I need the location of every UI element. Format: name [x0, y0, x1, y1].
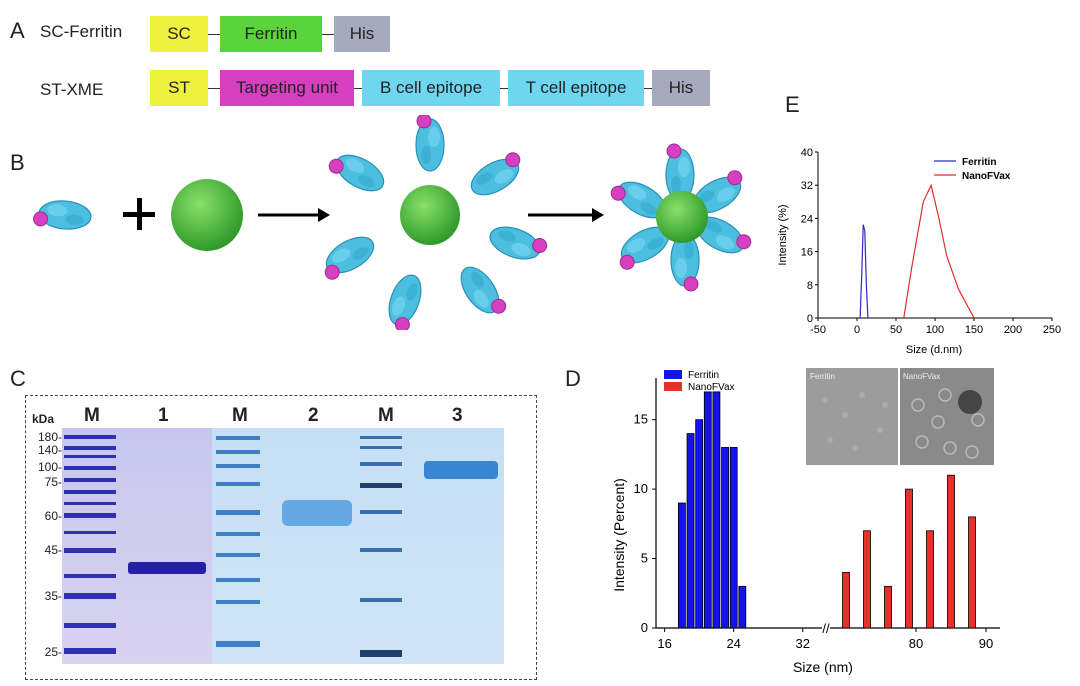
chart-d-bar-nanofvax	[926, 530, 934, 629]
tem-label-ferritin: Ferritin	[810, 372, 835, 381]
chart-e-xtick-label: 0	[854, 324, 860, 336]
panel-label-b: B	[10, 150, 25, 175]
chart-d-bar-ferritin	[695, 419, 704, 629]
chart-d-bar-nanofvax	[842, 572, 850, 629]
chart-d-bar-nanofvax	[968, 516, 976, 629]
panel-label-c: C	[10, 366, 26, 391]
gel1-marker-lane	[64, 435, 116, 654]
chart-d-ytick-label: 15	[634, 412, 648, 427]
chart-d-xtick-label: 16	[657, 636, 671, 651]
chart-d-bar-ferritin	[703, 391, 712, 629]
chart-e-xtick-label: 50	[890, 324, 902, 336]
tem-inset-images: Ferritin NanoFVax	[806, 368, 994, 465]
segment-his-2: His	[652, 70, 710, 106]
segment-t-cell-epitope: T cell epitope	[508, 70, 644, 106]
chart-e-ytick-label: 0	[807, 313, 813, 325]
chart-d-bar-ferritin	[677, 502, 686, 629]
segment-his-1: His	[334, 16, 390, 52]
chart-e-line-nanofvax	[903, 183, 975, 319]
chart-d-axis-break: //	[822, 621, 830, 636]
construct-label-sc-ferritin: SC-Ferritin	[40, 22, 123, 41]
chart-d-bar-nanofvax	[905, 488, 913, 629]
gel2-marker-lane	[216, 436, 260, 647]
chart-e-ytick-label: 8	[807, 280, 813, 292]
panel-label-d: D	[565, 366, 581, 391]
chart-d-ytick-label: 0	[641, 620, 648, 635]
lane-header-m1: M	[84, 405, 100, 426]
arrow-2	[528, 208, 604, 222]
mw-marker-labels: 180- 140- 100- 75- 60- 45- 35- 25-	[37, 430, 62, 659]
legend-e-nanofvax: NanoFVax	[962, 171, 1011, 182]
chart-d-bar-nanofvax	[863, 530, 871, 629]
chart-d-xtick-label: 80	[909, 636, 923, 651]
segment-st: ST	[150, 70, 208, 106]
legend-label-ferritin: Ferritin	[688, 370, 719, 381]
chart-d-xtick-label: 90	[979, 636, 993, 651]
lane-header-m3: M	[378, 405, 394, 426]
chart-d-bar-ferritin	[729, 447, 738, 629]
chart-d-ytick-label: 10	[634, 481, 648, 496]
lane-header-m2: M	[232, 405, 248, 426]
gel2-sample-band	[282, 500, 352, 526]
ferritin-cage	[171, 179, 243, 251]
chart-e-ytick-label: 40	[801, 147, 813, 159]
panel-label-a: A	[10, 18, 25, 43]
chart-d-ylabel: Intensity (Percent)	[611, 478, 627, 592]
lane-header-3: 3	[452, 405, 463, 426]
chart-d-xlabel: Size (nm)	[793, 659, 853, 675]
ferritin-cage-center	[400, 185, 460, 245]
chart-e-ytick-label: 32	[801, 180, 813, 192]
gel1-sample-band	[128, 562, 206, 574]
chart-e-xlabel: Size (d.nm)	[906, 344, 962, 356]
chart-d-bar-ferritin	[738, 585, 747, 629]
legend-label-nanofvax: NanoFVax	[688, 382, 735, 393]
chart-e-xtick-label: -50	[810, 324, 826, 336]
chart-d-xtick-label: 32	[796, 636, 810, 651]
chart-e-ylabel: Intensity (%)	[777, 204, 789, 265]
segment-sc: SC	[150, 16, 208, 52]
legend-swatch-ferritin	[664, 370, 682, 379]
plus-sign	[123, 198, 155, 230]
lane-header-2: 2	[308, 405, 319, 426]
chart-d-bar-nanofvax	[947, 474, 955, 629]
chart-e-xtick-label: 150	[965, 324, 983, 336]
chart-e-ytick-label: 16	[801, 247, 813, 259]
panel-label-e: E	[785, 92, 800, 117]
chart-e-xtick-label: 100	[926, 324, 944, 336]
segment-targeting-unit: Targeting unit	[220, 70, 354, 106]
gel3-sample-band	[424, 461, 498, 479]
lane-header-1: 1	[158, 405, 169, 426]
gel-image	[62, 428, 504, 664]
chart-d-bar-ferritin	[686, 433, 695, 629]
segment-ferritin: Ferritin	[220, 16, 322, 52]
gel-frame	[25, 395, 537, 680]
gel-unit: kDa	[32, 412, 55, 426]
chart-d-bar-ferritin	[721, 447, 729, 629]
chart-d-bar-ferritin	[712, 391, 721, 629]
st-xme-monomer	[32, 197, 93, 232]
chart-e-ytick-label: 24	[801, 213, 813, 225]
chart-d-bar-nanofvax	[884, 585, 892, 629]
chart-d-xtick-label: 24	[726, 636, 740, 651]
tem-label-nanofvax: NanoFVax	[903, 372, 940, 381]
segment-b-cell-epitope: B cell epitope	[362, 70, 500, 106]
arrow-1	[258, 208, 330, 222]
chart-d-ytick-label: 5	[641, 551, 648, 566]
assembly-schematic	[32, 115, 755, 330]
chart-e-xtick-label: 200	[1004, 324, 1022, 336]
legend-e-ferritin: Ferritin	[962, 157, 996, 168]
assembled-nanoparticle	[607, 143, 755, 292]
legend-swatch-nanofvax	[664, 382, 682, 391]
gel3-marker-lane	[360, 436, 402, 657]
chart-e-xtick-label: 250	[1043, 324, 1061, 336]
chart-e-line-ferritin	[859, 224, 869, 319]
construct-label-st-xme: ST-XME	[40, 80, 104, 99]
